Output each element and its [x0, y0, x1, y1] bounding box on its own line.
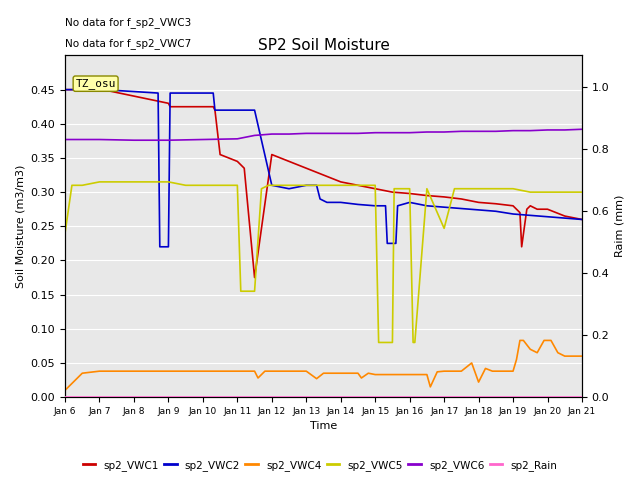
- Legend: sp2_VWC1, sp2_VWC2, sp2_VWC4, sp2_VWC5, sp2_VWC6, sp2_Rain: sp2_VWC1, sp2_VWC2, sp2_VWC4, sp2_VWC5, …: [79, 456, 561, 475]
- Y-axis label: Raim (mm): Raim (mm): [615, 195, 625, 257]
- Text: TZ_osu: TZ_osu: [76, 78, 116, 89]
- Y-axis label: Soil Moisture (m3/m3): Soil Moisture (m3/m3): [15, 165, 25, 288]
- Title: SP2 Soil Moisture: SP2 Soil Moisture: [257, 38, 389, 53]
- Text: No data for f_sp2_VWC7: No data for f_sp2_VWC7: [65, 38, 191, 48]
- X-axis label: Time: Time: [310, 421, 337, 432]
- Text: No data for f_sp2_VWC3: No data for f_sp2_VWC3: [65, 17, 191, 28]
